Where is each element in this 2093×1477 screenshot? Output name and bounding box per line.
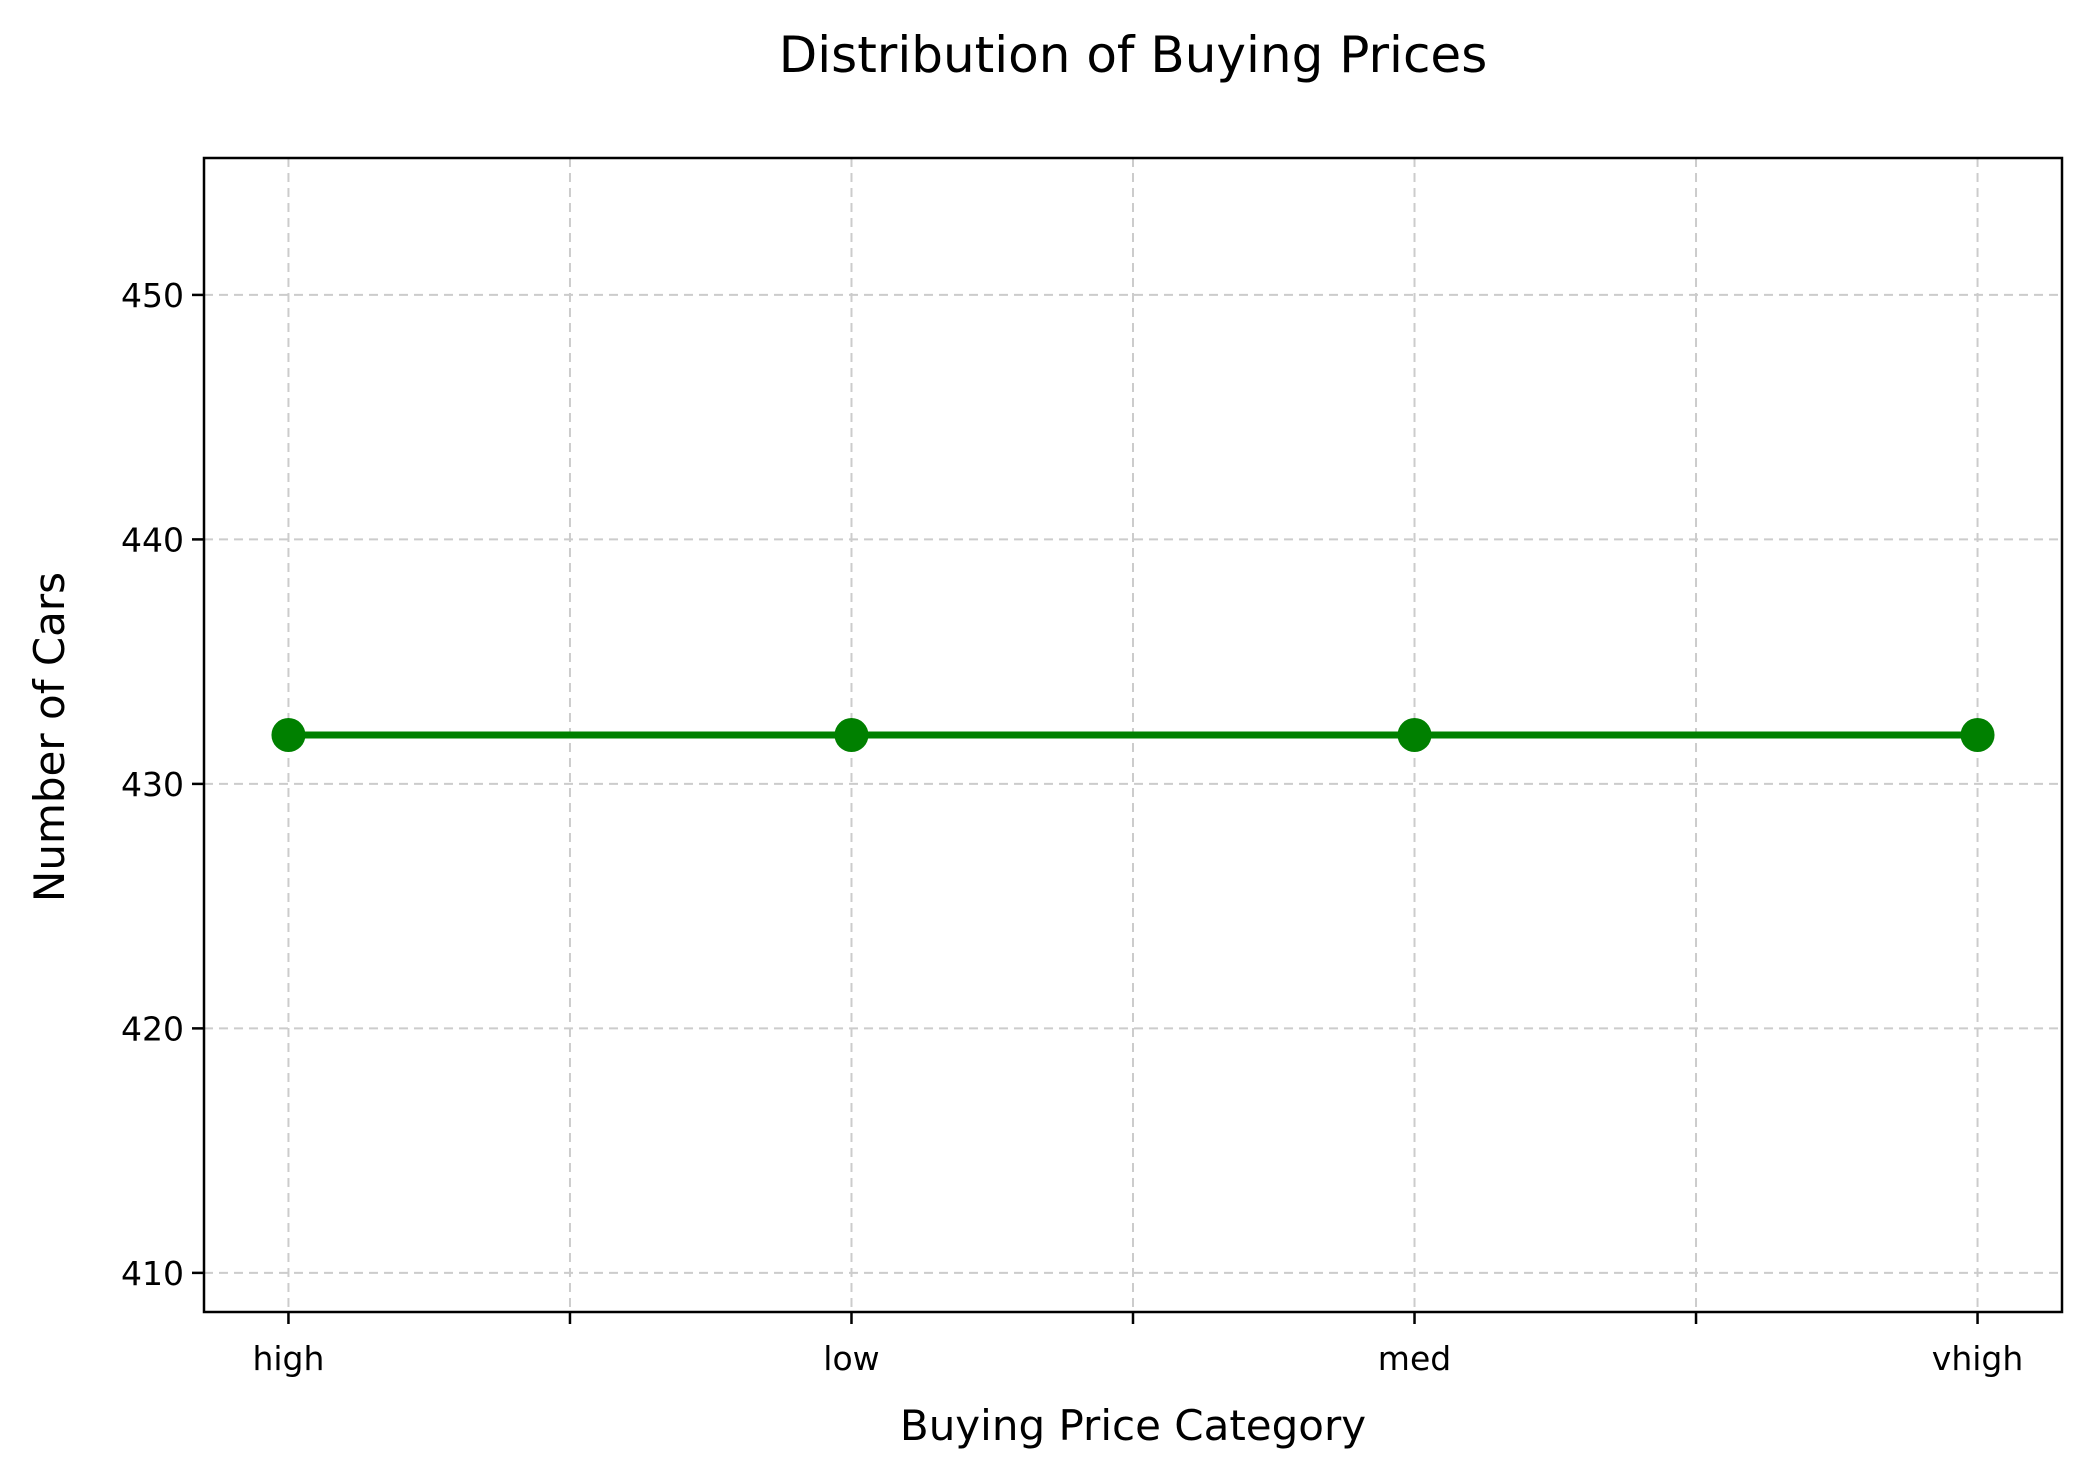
data-point-marker (271, 718, 306, 752)
x-tick-label: low (823, 1339, 879, 1378)
chart-title: Distribution of Buying Prices (779, 26, 1488, 84)
series-layer (271, 718, 1995, 752)
x-tick-label: med (1378, 1339, 1451, 1378)
y-axis-label: Number of Cars (25, 572, 74, 902)
y-tick-label: 420 (121, 1009, 184, 1048)
y-tick-label: 430 (121, 765, 184, 804)
x-axis-label: Buying Price Category (900, 1401, 1366, 1450)
data-point-marker (1397, 718, 1432, 752)
x-tick-label: high (252, 1339, 324, 1378)
tick-marks: high low med vhigh 410 420 430 440 450 (121, 276, 2023, 1378)
data-point-marker (1960, 718, 1995, 752)
y-tick-label: 440 (121, 520, 184, 559)
y-tick-label: 450 (121, 276, 184, 315)
data-point-marker (834, 718, 869, 752)
y-tick-label: 410 (121, 1254, 184, 1293)
x-tick-label: vhigh (1932, 1339, 2023, 1378)
